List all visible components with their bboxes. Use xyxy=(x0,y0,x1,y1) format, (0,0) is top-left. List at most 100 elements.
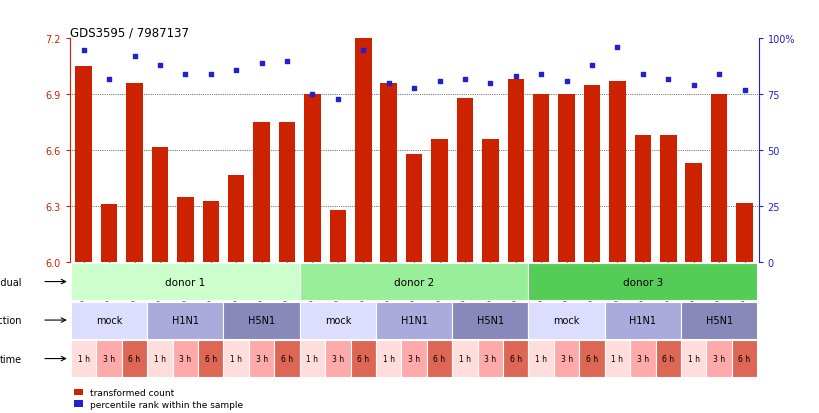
Point xyxy=(179,72,192,78)
Bar xyxy=(710,95,726,263)
Bar xyxy=(507,80,523,263)
Bar xyxy=(685,164,701,263)
Text: donor 2: donor 2 xyxy=(393,277,434,287)
Text: 1 h: 1 h xyxy=(459,354,470,363)
Text: 1 h: 1 h xyxy=(687,354,699,363)
Text: 6 h: 6 h xyxy=(129,354,140,363)
Bar xyxy=(629,340,654,377)
Bar xyxy=(122,340,147,377)
Text: 6 h: 6 h xyxy=(586,354,597,363)
Bar xyxy=(502,340,527,377)
Bar xyxy=(173,340,198,377)
Text: donor 1: donor 1 xyxy=(165,277,206,287)
Bar xyxy=(101,205,117,263)
Point xyxy=(407,85,420,92)
Text: 6 h: 6 h xyxy=(662,354,673,363)
Text: 6 h: 6 h xyxy=(433,354,445,363)
Text: 1 h: 1 h xyxy=(382,354,394,363)
Bar xyxy=(376,302,451,339)
Text: 3 h: 3 h xyxy=(332,354,343,363)
Text: 6 h: 6 h xyxy=(357,354,369,363)
Text: H1N1: H1N1 xyxy=(400,315,427,325)
Bar xyxy=(558,95,574,263)
Text: 1 h: 1 h xyxy=(230,354,242,363)
Bar xyxy=(147,340,173,377)
Text: mock: mock xyxy=(553,315,579,325)
Point xyxy=(559,78,572,85)
Bar xyxy=(147,302,224,339)
Text: 6 h: 6 h xyxy=(509,354,521,363)
Bar xyxy=(126,84,143,263)
Text: time: time xyxy=(0,354,21,364)
Point xyxy=(331,96,344,103)
Bar xyxy=(329,211,346,263)
Bar xyxy=(705,340,731,377)
Text: 6 h: 6 h xyxy=(281,354,292,363)
Bar xyxy=(253,123,269,263)
Text: 1 h: 1 h xyxy=(154,354,165,363)
Bar xyxy=(401,340,426,377)
Bar xyxy=(659,136,676,263)
Bar xyxy=(198,340,224,377)
Point xyxy=(432,78,446,85)
Bar xyxy=(456,99,473,263)
Bar xyxy=(202,201,219,263)
Text: 1 h: 1 h xyxy=(306,354,318,363)
Point xyxy=(153,63,166,69)
Bar xyxy=(609,82,625,263)
Bar xyxy=(680,340,705,377)
Point xyxy=(636,72,649,78)
Text: 3 h: 3 h xyxy=(256,354,267,363)
Bar xyxy=(304,95,320,263)
Bar xyxy=(405,155,422,263)
Point xyxy=(229,67,242,74)
Bar xyxy=(426,340,451,377)
Bar xyxy=(482,140,498,263)
Point xyxy=(382,81,395,87)
Point xyxy=(712,72,725,78)
Text: mock: mock xyxy=(324,315,351,325)
Text: individual: individual xyxy=(0,277,21,287)
Bar xyxy=(274,340,300,377)
Bar xyxy=(553,340,578,377)
Bar xyxy=(654,340,680,377)
Bar xyxy=(75,67,92,263)
Bar xyxy=(604,302,680,339)
Bar xyxy=(376,340,401,377)
Point xyxy=(305,92,319,98)
Point xyxy=(77,47,90,54)
Text: infection: infection xyxy=(0,315,21,325)
Point xyxy=(483,81,496,87)
Bar xyxy=(71,340,97,377)
Bar xyxy=(451,340,477,377)
Bar xyxy=(527,340,553,377)
Point xyxy=(661,76,674,83)
Point xyxy=(102,76,115,83)
Text: 6 h: 6 h xyxy=(738,354,749,363)
Bar xyxy=(731,340,756,377)
Bar xyxy=(527,263,756,300)
Text: H5N1: H5N1 xyxy=(247,315,275,325)
Text: GDS3595 / 7987137: GDS3595 / 7987137 xyxy=(70,26,188,39)
Text: 6 h: 6 h xyxy=(205,354,216,363)
Text: 3 h: 3 h xyxy=(179,354,191,363)
Point xyxy=(534,72,547,78)
Bar xyxy=(249,340,274,377)
Point xyxy=(458,76,471,83)
Point xyxy=(737,87,750,94)
Bar xyxy=(177,197,193,263)
Text: 3 h: 3 h xyxy=(408,354,419,363)
Text: 3 h: 3 h xyxy=(636,354,648,363)
Point xyxy=(356,47,369,54)
Point xyxy=(204,72,217,78)
Bar xyxy=(152,147,168,263)
Bar xyxy=(680,302,756,339)
Bar xyxy=(71,302,147,339)
Legend: transformed count, percentile rank within the sample: transformed count, percentile rank withi… xyxy=(75,388,243,409)
Text: 3 h: 3 h xyxy=(103,354,115,363)
Bar xyxy=(583,86,600,263)
Bar xyxy=(380,84,396,263)
Text: 3 h: 3 h xyxy=(484,354,495,363)
Bar xyxy=(355,39,371,263)
Bar xyxy=(451,302,527,339)
